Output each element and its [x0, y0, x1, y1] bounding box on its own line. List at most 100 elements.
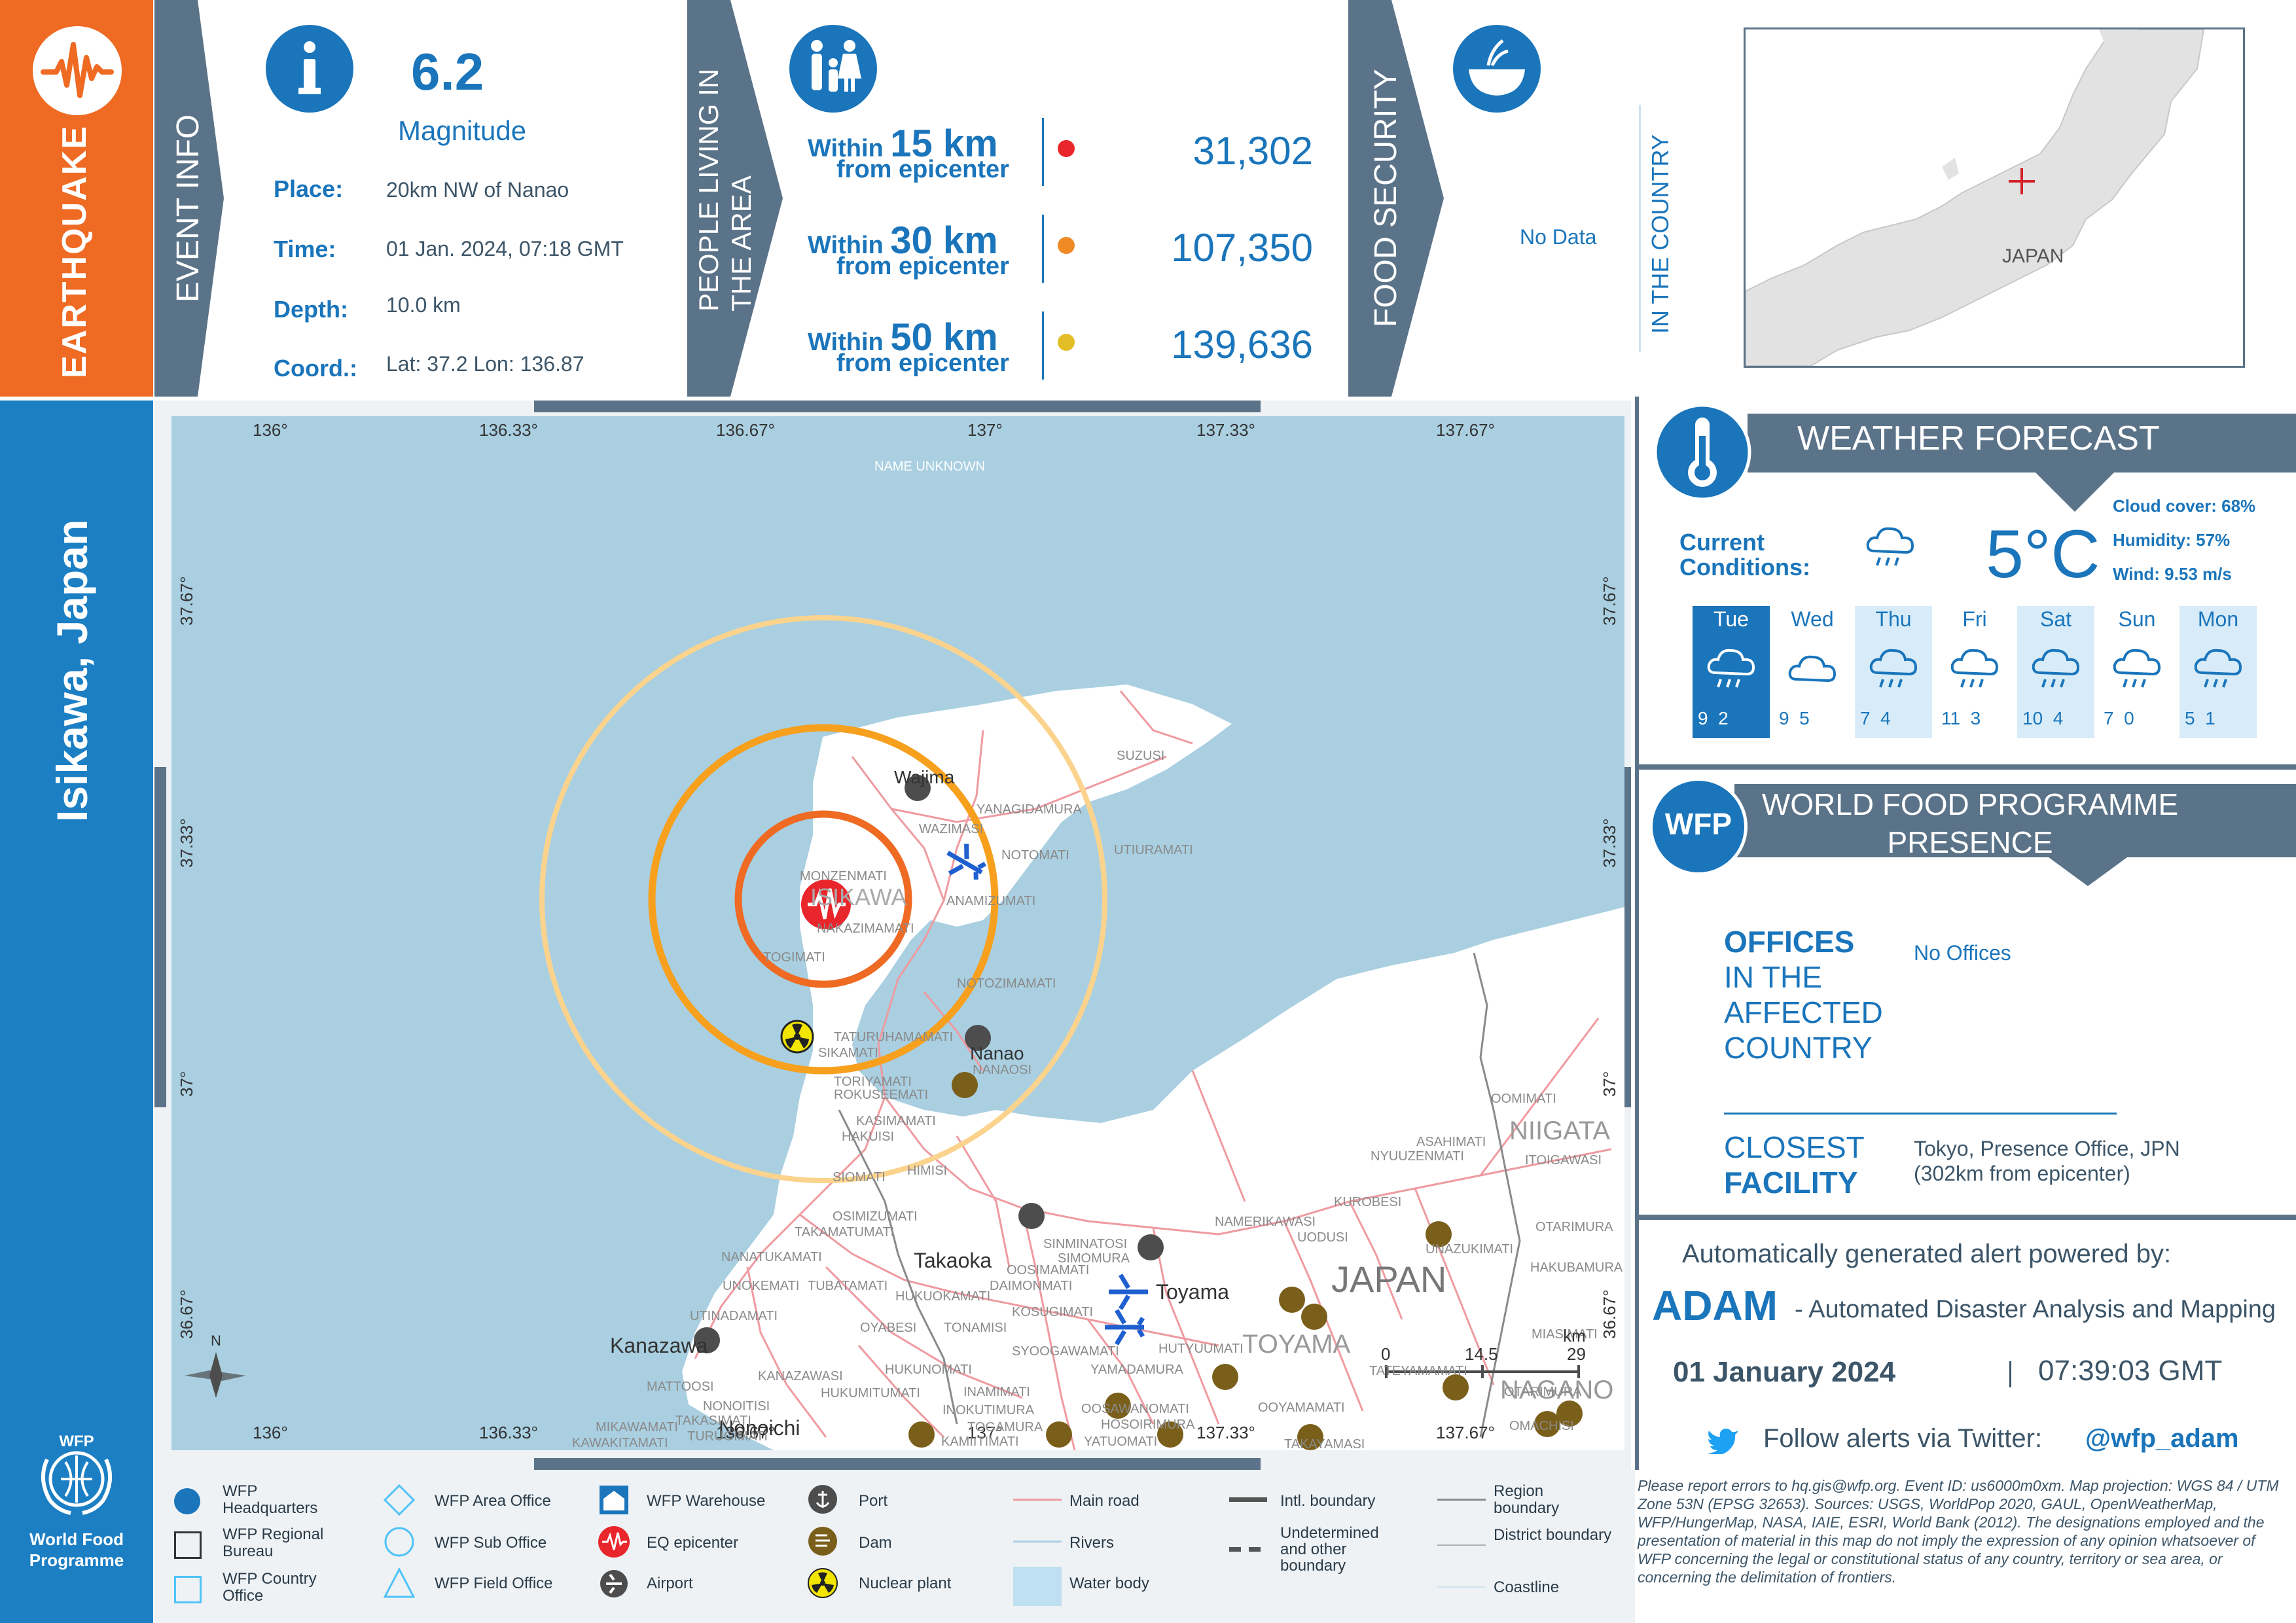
wfp-hq-icon	[174, 1488, 200, 1514]
wfp-badge-label: WFP	[1664, 807, 1732, 841]
map-border-bottom	[534, 1458, 1261, 1470]
alert-date: 01 January 2024	[1673, 1356, 1896, 1388]
dot-yellow	[1058, 334, 1075, 351]
forecast-day-tue[interactable]: Tue 9 2	[1693, 606, 1770, 738]
city-label: Nonoichi	[719, 1416, 800, 1440]
location-title: Isikawa, Japan	[48, 519, 96, 822]
region-boundaries	[838, 952, 1521, 1438]
rain-cloud-icon	[1707, 649, 1755, 688]
wfp-warehouse-icon	[600, 1486, 628, 1514]
forecast-day-thu[interactable]: Thu 7 4	[1855, 606, 1932, 738]
scale-0: 0	[1381, 1344, 1391, 1364]
wind: Wind: 9.53 m/s	[2113, 564, 2232, 584]
rain-cloud-icon	[2194, 649, 2242, 688]
powered-by: Automatically generated alert powered by…	[1682, 1240, 2172, 1268]
population-row-30: Within 30 km from epicenter 107,350	[796, 205, 1319, 284]
city-label: Takaoka	[914, 1249, 992, 1272]
river-swatch	[1013, 1541, 1062, 1543]
map-canvas[interactable]: 136° 136.33° 136.67° 137° 137.33° 137.67…	[171, 416, 1624, 1450]
forecast-day-wed[interactable]: Wed 9 5	[1774, 606, 1851, 738]
coastline-swatch	[1437, 1586, 1486, 1588]
closest-label: CLOSEST FACILITY	[1724, 1130, 1865, 1200]
forecast-day-sat[interactable]: Sat 10 4	[2017, 606, 2094, 738]
location-band	[0, 401, 153, 1623]
earthquake-icon	[33, 26, 122, 115]
wfp-logo-text: WFP	[59, 1433, 94, 1450]
divider	[1042, 215, 1044, 283]
prefecture-label: NIIGATA	[1509, 1116, 1611, 1145]
food-security-value: No Data	[1520, 225, 1597, 249]
coord-value: Lat: 37.2 Lon: 136.87	[386, 352, 584, 376]
airport-icon	[1105, 1309, 1145, 1346]
intl-boundary-swatch	[1229, 1497, 1267, 1502]
rain-cloud-icon	[2032, 649, 2080, 688]
city-label: Toyama	[1156, 1280, 1230, 1304]
separator	[1639, 1215, 2296, 1220]
offices-label: OFFICES IN THE AFFECTED COUNTRY	[1724, 925, 1883, 1065]
wfp-field-office-icon	[384, 1568, 415, 1598]
twitter-handle[interactable]: @wfp_adam	[2085, 1424, 2239, 1453]
event-info-title: EVENT INFO	[171, 114, 206, 302]
population-row-50: Within 50 km from epicenter 139,636	[796, 302, 1319, 381]
region-label: ISIKAWA	[810, 883, 907, 910]
city-label: Nanao	[970, 1043, 1024, 1063]
rain-cloud-icon	[1869, 649, 1918, 688]
north-arrow-icon	[185, 1352, 246, 1398]
rain-cloud-icon	[1950, 649, 1999, 688]
offices-value: No Offices	[1914, 941, 2011, 965]
adam-logo: ADAM	[1652, 1282, 1778, 1329]
airport-icon	[946, 844, 986, 880]
scale-unit: km	[1563, 1326, 1586, 1346]
wfp-area-office-icon	[384, 1484, 415, 1516]
forecast-day-sun[interactable]: Sun 7 0	[2098, 606, 2176, 738]
district-boundary-swatch	[1437, 1544, 1486, 1546]
magnitude-value: 6.2	[411, 43, 484, 101]
disclaimer: Please report errors to hq.gis@wfp.org. …	[1638, 1477, 2279, 1586]
main-roads	[694, 690, 1612, 1450]
coord-label: Coord.:	[274, 355, 357, 382]
dot-red	[1058, 140, 1075, 157]
dam-icon	[808, 1527, 837, 1556]
adam-description: - Automated Disaster Analysis and Mappin…	[1795, 1296, 2276, 1323]
wfp-badge-icon	[1649, 777, 1748, 876]
undetermined-boundary-swatch	[1229, 1547, 1267, 1552]
current-conditions-label: Current Conditions:	[1679, 529, 1810, 580]
region-boundary-swatch	[1437, 1499, 1486, 1501]
thermometer-icon	[1653, 403, 1751, 501]
current-temperature: 5°C	[1986, 516, 2100, 592]
time-value: 01 Jan. 2024, 07:18 GMT	[386, 237, 624, 260]
nuclear-plant-icon	[808, 1568, 838, 1598]
ring-15km	[734, 810, 912, 988]
population-value-15: 31,302	[1193, 129, 1313, 173]
follow-text: Follow alerts via Twitter:	[1763, 1424, 2043, 1453]
separator	[1639, 764, 2296, 770]
ring-30km	[648, 724, 999, 1075]
airport-icon	[600, 1570, 628, 1597]
wfp-logo-icon	[41, 1451, 113, 1515]
epicenter-icon	[801, 880, 851, 929]
north-label: N	[211, 1332, 221, 1349]
separator	[1635, 397, 1639, 1470]
forecast-day-mon[interactable]: Mon 5 1	[2179, 606, 2257, 738]
airport-icon	[1109, 1274, 1148, 1310]
divider	[1042, 312, 1044, 380]
population-banner	[687, 0, 787, 397]
forecast-day-fri[interactable]: Fri 11 3	[1936, 606, 2013, 738]
eq-epicenter-icon	[598, 1526, 630, 1558]
land	[682, 685, 1624, 1450]
nanao-bay	[924, 901, 1042, 979]
food-bowl-icon	[1453, 25, 1541, 113]
twitter-icon[interactable]	[1707, 1427, 1740, 1454]
food-divider	[1639, 105, 1641, 352]
ring-50km	[539, 615, 1107, 1183]
cloud-icon	[1788, 655, 1837, 683]
humidity: Humidity: 57%	[2113, 530, 2231, 550]
info-icon	[266, 25, 353, 113]
dot-orange	[1058, 237, 1075, 254]
magnitude-label: Magnitude	[398, 115, 527, 146]
inset-map: JAPAN	[1744, 27, 2245, 368]
wfp-rb-icon	[174, 1531, 202, 1559]
map-svg	[185, 615, 1624, 1450]
food-side-label: IN THE COUNTRY	[1647, 134, 1674, 334]
map-border-top	[534, 401, 1261, 412]
